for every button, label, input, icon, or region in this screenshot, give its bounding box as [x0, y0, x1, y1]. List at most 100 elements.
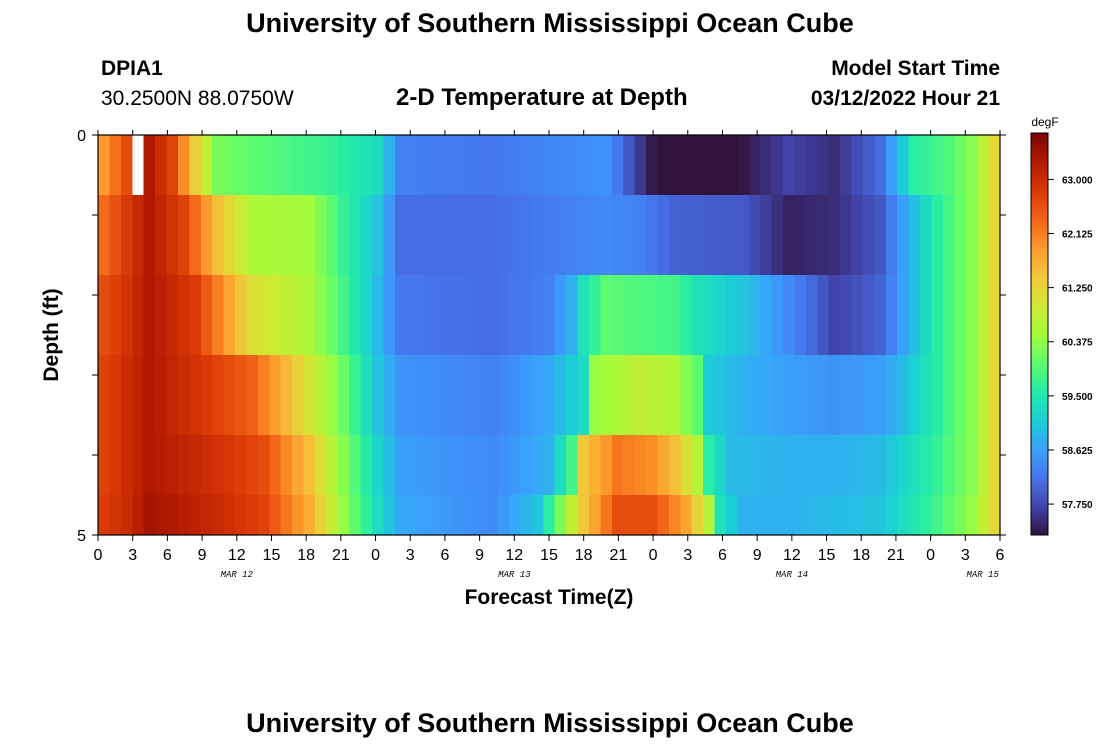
- heatmap-cell: [394, 495, 407, 536]
- heatmap-cell: [189, 355, 202, 436]
- heatmap-cell: [965, 355, 978, 436]
- heatmap-cell: [451, 435, 464, 496]
- heatmap-cell: [840, 355, 853, 436]
- heatmap-cell: [703, 195, 716, 276]
- heatmap-cell: [474, 435, 487, 496]
- heatmap-cell: [143, 435, 156, 496]
- heatmap-cell: [566, 435, 579, 496]
- heatmap-cell: [212, 355, 225, 436]
- heatmap-cell: [360, 195, 373, 276]
- heatmap-cell: [314, 195, 327, 276]
- heatmap-cell: [360, 275, 373, 356]
- heatmap-cell: [326, 135, 339, 196]
- heatmap-cell: [771, 435, 784, 496]
- heatmap-cell: [200, 435, 213, 496]
- heatmap-cell: [166, 435, 179, 496]
- heatmap-cell: [760, 435, 773, 496]
- heatmap-cell: [577, 135, 590, 196]
- heatmap-cell: [303, 135, 316, 196]
- heatmap-cell: [771, 495, 784, 536]
- heatmap-cell: [920, 135, 933, 196]
- heatmap-cell: [269, 135, 282, 196]
- x-tick-label: 6: [440, 547, 449, 564]
- x-day-label: MAR 14: [776, 570, 808, 580]
- heatmap-cell: [817, 195, 830, 276]
- heatmap-cell: [451, 135, 464, 196]
- heatmap-cell: [942, 195, 955, 276]
- heatmap-cell: [463, 135, 476, 196]
- heatmap-cell: [725, 435, 738, 496]
- heatmap-cell: [691, 495, 704, 536]
- heatmap-cell: [177, 275, 190, 356]
- heatmap-cell: [805, 275, 818, 356]
- heatmap-cell: [680, 195, 693, 276]
- heatmap-cell: [977, 355, 990, 436]
- heatmap-cell: [737, 435, 750, 496]
- heatmap-cell: [543, 495, 556, 536]
- heatmap-cell: [714, 495, 727, 536]
- heatmap-cell: [326, 195, 339, 276]
- heatmap-cell: [908, 435, 921, 496]
- heatmap-cell: [383, 195, 396, 276]
- heatmap-cell: [177, 135, 190, 196]
- heatmap-cell: [360, 495, 373, 536]
- heatmap-cell: [588, 275, 601, 356]
- heatmap-cell: [817, 135, 830, 196]
- heatmap-cell: [862, 435, 876, 496]
- x-tick-label: 0: [926, 547, 935, 564]
- heatmap-cell: [109, 355, 122, 436]
- heatmap-cell: [314, 355, 327, 436]
- heatmap-cell: [691, 135, 704, 196]
- heatmap-cell: [486, 195, 499, 276]
- heatmap-cell: [942, 135, 955, 196]
- heatmap-cell: [280, 355, 293, 436]
- heatmap-cell: [314, 435, 327, 496]
- heatmap-cell: [235, 495, 248, 536]
- heatmap-cell: [577, 355, 590, 436]
- heatmap-cell: [98, 135, 111, 196]
- heatmap-cell: [383, 355, 396, 436]
- heatmap-cell: [931, 195, 944, 276]
- heatmap-cell: [566, 195, 579, 276]
- heatmap-cell: [177, 495, 190, 536]
- heatmap-cell: [988, 135, 1001, 196]
- heatmap-cell: [509, 135, 522, 196]
- heatmap-cell: [269, 355, 282, 436]
- heatmap-cell: [223, 135, 236, 196]
- x-tick-label: 0: [94, 547, 103, 564]
- heatmap-cell: [486, 435, 499, 496]
- heatmap-cell: [372, 275, 385, 356]
- heatmap-cell: [954, 495, 967, 536]
- heatmap-cell: [486, 355, 499, 436]
- heatmap-cell: [474, 135, 487, 196]
- x-day-label: MAR 12: [221, 570, 254, 580]
- heatmap-cell: [406, 135, 419, 196]
- heatmap-cell: [223, 435, 236, 496]
- heatmap-cell: [349, 355, 362, 436]
- heatmap-cell: [725, 195, 738, 276]
- heatmap-cell: [954, 275, 967, 356]
- heatmap-cell: [885, 355, 898, 436]
- heatmap-cell: [486, 135, 499, 196]
- heatmap-cell: [954, 355, 967, 436]
- heatmap-cell: [828, 435, 841, 496]
- heatmap-cell: [954, 435, 967, 496]
- heatmap-cell: [269, 495, 282, 536]
- heatmap-cell: [166, 195, 179, 276]
- heatmap-cell: [109, 495, 122, 536]
- colorbar: degF 63.000 62.125 61.250 60.375 59.500 58.62…: [1030, 115, 1093, 536]
- heatmap-cell: [292, 135, 305, 196]
- heatmap-cell: [703, 355, 716, 436]
- heatmap-cell: [783, 495, 796, 536]
- heatmap-cell: [189, 195, 202, 276]
- heatmap-cell: [623, 195, 636, 276]
- heatmap-cell: [748, 435, 761, 496]
- heatmap-cell: [977, 275, 990, 356]
- heatmap-cell: [406, 275, 419, 356]
- heatmap-cell: [257, 275, 270, 356]
- heatmap-cell: [737, 275, 750, 356]
- x-tick-label: 12: [505, 547, 523, 564]
- heatmap-cell: [840, 495, 853, 536]
- heatmap-cell: [303, 275, 316, 356]
- heatmap-cell: [862, 495, 876, 536]
